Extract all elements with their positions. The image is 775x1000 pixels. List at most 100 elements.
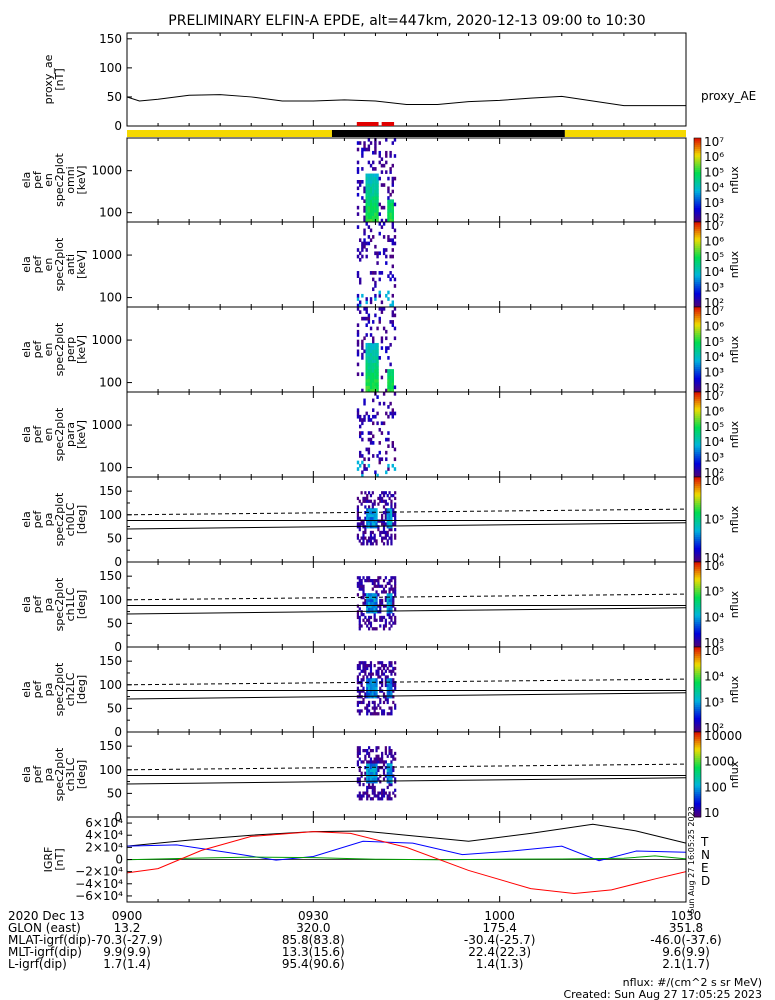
spectrogram-cell [372,352,375,357]
footer-value: 13.2 [114,921,141,935]
spectrogram-cell [365,356,368,360]
spectrogram-cell [369,607,373,611]
spectrogram-cell [358,751,361,756]
spectrogram-cell [369,542,373,546]
spectrogram-cell [361,180,364,184]
spectrogram-cell [367,457,371,462]
colorbar-segment [694,228,701,231]
spectrogram-cell [372,150,375,155]
footer-value: 1000 [484,909,515,923]
spectrogram-cell [356,675,360,679]
spectrogram-cell [381,672,384,676]
colorbar-segment [694,757,701,761]
spectrogram-cell [388,610,391,614]
y-axis-label: spec2plot [53,577,66,631]
spectrogram-cell [367,218,371,223]
spectrogram-cell [372,183,375,187]
spectrogram-cell [367,593,371,597]
spectrogram-cell [356,794,360,798]
spectrogram-cell [394,516,397,520]
spectrogram-cell [369,441,373,445]
spectrogram-cell [358,672,361,676]
colorbar-segment [694,670,701,673]
spectrogram-cell [388,519,391,523]
spectrogram-cell [367,746,371,750]
spectrogram-cell [356,613,360,617]
spectrogram-cell [375,672,378,676]
spectrogram-cell [358,303,362,308]
spectrogram-cell [362,661,365,665]
spectrogram-cell [367,235,371,239]
spectrogram-cell [374,414,377,419]
spectrogram-cell [369,601,373,605]
spectrogram-cell [390,754,393,758]
panel-frame [126,476,687,563]
plot-title: PRELIMINARY ELFIN-A EPDE, alt=447km, 202… [168,13,645,29]
spectrogram-cell [356,271,360,275]
spectrogram-cell [381,491,384,495]
footer-row-label: GLON (east) [8,921,81,935]
spectrogram-cell [380,346,384,350]
spectrogram-cell [387,356,390,360]
spectrogram-cell [386,675,389,679]
spectrogram-cell [369,530,373,535]
colorbar-segment [694,642,701,646]
spectrogram-cell [371,788,374,792]
spectrogram-cell [385,154,388,158]
spectrogram-cell [384,624,387,628]
spectrogram-cell [386,780,389,784]
spectrogram-cell [390,587,393,591]
spectrogram-cell [375,601,378,605]
spectrogram-cell [376,352,379,357]
spectrogram-cell [393,228,397,233]
spectrogram-cell [381,499,384,503]
spectrogram-cell [373,777,376,781]
spectrogram-cell [356,763,360,767]
spectrogram-cell [380,163,384,168]
spectrogram-cell [374,205,377,210]
colorbar-segment [694,432,701,435]
spectrogram-cell [363,147,366,152]
spectrogram-cell [385,369,388,373]
spectrogram-cell [394,513,397,518]
spectrogram-cell [379,700,382,705]
colorbar-segment [694,234,701,238]
colorbar-segment [694,366,701,370]
colorbar-segment [694,364,701,367]
spectrogram-cell [360,794,363,798]
colorbar-segment [694,500,701,503]
colorbar-tick-label: 10⁵ [704,420,724,434]
spectrogram-cell [367,431,371,435]
spectrogram-cell [365,176,368,181]
spectrogram-cell [391,388,394,393]
spectrogram-cell [390,709,393,713]
y-axis-label: [nT] [53,68,66,90]
spectrogram-cell [388,615,391,620]
spectrogram-cell [362,666,365,671]
spectrogram-cell [377,584,380,588]
y-tick-label: 1000 [91,418,122,432]
spectrogram-cell [367,385,371,390]
spectrogram-cell [373,678,376,682]
spectrogram-cell [371,706,374,710]
spectrogram-cell [374,342,377,347]
spectrogram-cell [377,528,380,532]
y-axis-label: pef [31,595,44,614]
spectrogram-cell [385,411,388,416]
spectrogram-cell [377,576,380,580]
spectrogram-cell [394,751,397,756]
spectrogram-cell [391,441,394,445]
spectrogram-cell [356,505,360,509]
spectrogram-cell [358,516,361,520]
spectrogram-cell [369,533,373,537]
spectrogram-cell [392,678,395,682]
spectrogram-cell [393,385,397,390]
spectrogram-cell [387,346,390,350]
spectrogram-cell [393,241,397,246]
y-axis-label: ch0LC [64,502,77,536]
spectrogram-cell [369,621,373,625]
colorbar-segment [694,377,701,380]
spectrogram-cell [380,225,384,229]
spectrogram-cell [373,763,376,767]
spectrogram-cell [391,382,394,386]
